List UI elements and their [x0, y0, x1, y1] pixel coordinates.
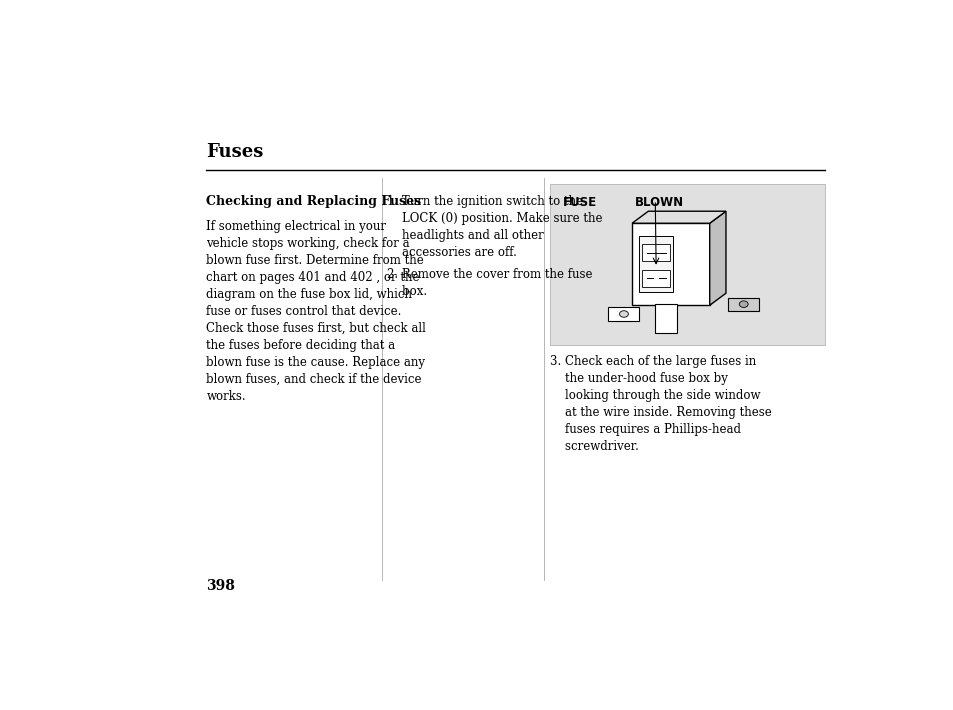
Text: 3. Check each of the large fuses in
    the under-hood fuse box by
    looking t: 3. Check each of the large fuses in the …	[549, 355, 770, 453]
Text: Checking and Replacing Fuses: Checking and Replacing Fuses	[206, 195, 421, 207]
Text: BLOWN: BLOWN	[634, 196, 683, 209]
Text: 1. Turn the ignition switch to the
    LOCK (0) position. Make sure the
    head: 1. Turn the ignition switch to the LOCK …	[387, 195, 601, 258]
Bar	[727, 297, 759, 311]
Text: 398: 398	[206, 579, 235, 593]
Text: Fuses: Fuses	[206, 143, 264, 160]
Bar	[549, 184, 824, 345]
Polygon shape	[632, 211, 725, 223]
Polygon shape	[709, 211, 725, 305]
Text: FUSE: FUSE	[562, 196, 597, 209]
Circle shape	[739, 301, 747, 307]
Text: 2. Remove the cover from the fuse
    box.: 2. Remove the cover from the fuse box.	[387, 268, 592, 298]
Bar	[632, 223, 709, 305]
Circle shape	[618, 311, 628, 317]
Bar	[641, 270, 669, 287]
Bar	[608, 307, 639, 320]
Bar	[641, 244, 669, 261]
Bar	[639, 236, 673, 292]
Bar	[655, 304, 677, 332]
Text: If something electrical in your
vehicle stops working, check for a
blown fuse fi: If something electrical in your vehicle …	[206, 219, 426, 403]
